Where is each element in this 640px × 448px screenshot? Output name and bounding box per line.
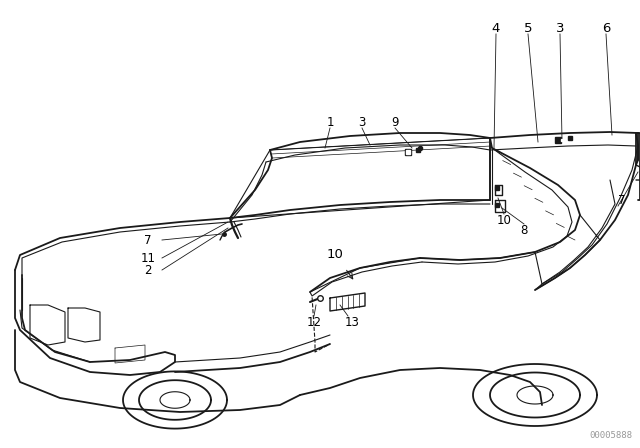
Text: 13: 13 <box>344 315 360 328</box>
Text: 7: 7 <box>144 233 152 246</box>
Text: 12: 12 <box>307 315 321 328</box>
Text: 4: 4 <box>492 22 500 34</box>
Text: 9: 9 <box>391 116 399 129</box>
Text: 10: 10 <box>497 214 511 227</box>
Text: 3: 3 <box>358 116 365 129</box>
Text: 7: 7 <box>618 194 626 207</box>
Text: 00005888: 00005888 <box>589 431 632 440</box>
Text: 11: 11 <box>141 251 156 264</box>
Text: 5: 5 <box>524 22 532 34</box>
Text: 10: 10 <box>326 249 344 262</box>
Text: 1: 1 <box>326 116 333 129</box>
Text: 8: 8 <box>520 224 528 237</box>
Text: 6: 6 <box>602 22 610 34</box>
Text: 3: 3 <box>556 22 564 34</box>
Text: 2: 2 <box>144 263 152 276</box>
